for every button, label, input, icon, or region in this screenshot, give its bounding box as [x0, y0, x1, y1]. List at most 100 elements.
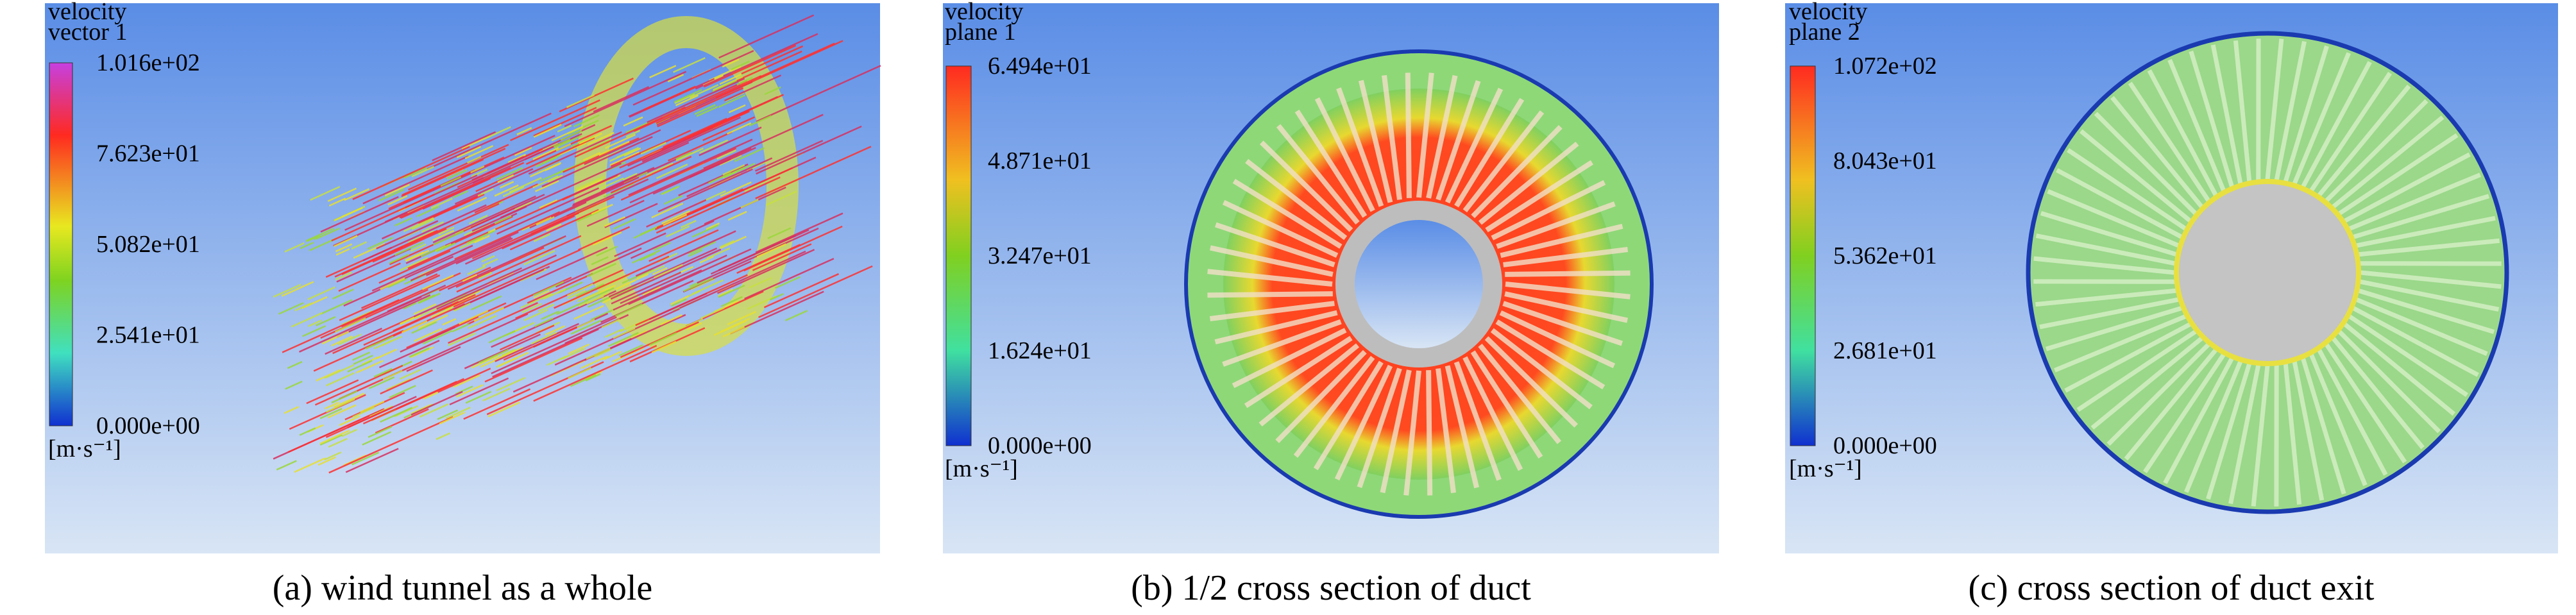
- vector-arrow: [616, 147, 640, 158]
- vector-arrow: [437, 409, 458, 420]
- vector-arrow: [465, 391, 492, 404]
- blade-wake: [1403, 370, 1421, 496]
- vector-arrow: [384, 183, 410, 197]
- vector-arrow: [335, 271, 352, 281]
- vector-arrow: [472, 141, 563, 184]
- vector-arrow: [389, 385, 416, 399]
- blade-wake: [1462, 110, 1545, 213]
- vector-arrow: [326, 398, 355, 413]
- vector-arrow: [633, 226, 657, 239]
- vector-arrow: [576, 178, 603, 192]
- blade-wake: [1462, 356, 1523, 471]
- vector-arrow: [538, 303, 555, 312]
- vector-arrow: [399, 257, 428, 271]
- vector-arrow: [491, 316, 617, 375]
- vector-arrow: [488, 330, 516, 344]
- vector-arrow: [755, 146, 872, 199]
- vector-arrow: [432, 131, 496, 162]
- vector-arrow: [620, 321, 699, 358]
- vector-arrow: [699, 255, 714, 264]
- vector-arrow: [324, 451, 342, 460]
- vector-arrow: [436, 432, 450, 441]
- vector-arrow: [746, 160, 767, 172]
- vector-arrow: [333, 392, 365, 409]
- vector-arrow: [314, 364, 403, 406]
- blade-wake: [2331, 337, 2425, 450]
- vector-arrow: [673, 57, 706, 73]
- blade-wake: [1222, 199, 1339, 258]
- blade-wake: [2325, 343, 2407, 464]
- vector-arrow: [580, 355, 608, 369]
- vector-arrow: [376, 348, 397, 359]
- legend-unit: [m·s⁻¹]: [945, 455, 1018, 482]
- vector-arrow: [722, 326, 745, 338]
- vector-arrow: [649, 332, 677, 346]
- vector-arrow: [663, 117, 727, 148]
- vector-arrow: [533, 290, 550, 299]
- vector-arrow: [561, 348, 586, 360]
- vector-arrow: [325, 372, 355, 387]
- vector-arrow: [299, 427, 316, 436]
- vector-arrow: [674, 88, 702, 103]
- vector-arrow: [335, 243, 353, 253]
- vector-arrow: [657, 87, 744, 128]
- vector-arrow: [523, 249, 555, 265]
- vector-arrow: [632, 49, 754, 106]
- vector-arrow: [749, 277, 772, 289]
- vector-arrow: [439, 411, 466, 425]
- vector-arrow: [588, 139, 611, 151]
- blade-wake: [2325, 99, 2428, 203]
- vector-arrow: [520, 292, 553, 309]
- vector-arrow: [400, 162, 525, 219]
- vector-arrow: [285, 380, 303, 390]
- vector-arrow: [387, 195, 408, 206]
- vector-arrow: [722, 164, 745, 176]
- vector-arrow: [368, 376, 395, 389]
- blade-wake: [1259, 140, 1353, 232]
- vector-arrow: [541, 310, 560, 321]
- blade-wake: [1293, 355, 1375, 458]
- vector-arrow: [438, 226, 455, 235]
- vector-arrow: [471, 156, 525, 181]
- vector-arrow: [718, 235, 797, 271]
- vector-arrow: [456, 146, 482, 158]
- vector-arrow: [554, 135, 582, 149]
- vector-arrow: [482, 258, 498, 267]
- vector-arrow: [459, 310, 489, 325]
- vector-arrow: [475, 137, 595, 192]
- vector-arrow: [596, 246, 618, 257]
- vector-arrow: [484, 337, 583, 383]
- vector-arrow: [620, 147, 737, 201]
- blade-wake: [1336, 87, 1384, 207]
- vector-arrow: [401, 320, 428, 333]
- vector-arrow: [727, 210, 747, 221]
- vector-arrow: [722, 58, 740, 68]
- blade-wake: [2338, 133, 2459, 215]
- blade-wake: [2343, 322, 2456, 416]
- vector-arrow: [576, 176, 604, 190]
- blade-wake: [2035, 288, 2177, 307]
- vector-arrow: [380, 369, 433, 395]
- vector-arrow: [765, 190, 797, 206]
- vector-arrow: [586, 199, 645, 227]
- vector-arrow: [497, 351, 529, 367]
- vector-arrow: [380, 407, 413, 423]
- vector-arrow: [313, 330, 404, 372]
- vector-arrow: [719, 73, 742, 85]
- vector-arrow: [420, 244, 446, 258]
- blade-wake: [1505, 270, 1631, 277]
- vector-arrow: [532, 175, 559, 189]
- vector-arrow: [643, 85, 697, 111]
- vector-arrow: [734, 147, 765, 162]
- vector-arrow: [736, 244, 801, 274]
- vector-arrow: [724, 74, 782, 102]
- colorbar-tick-label: 0.000e+00: [1833, 432, 1937, 459]
- vector-arrow: [362, 204, 487, 262]
- blade-wake: [1275, 350, 1367, 444]
- vector-arrow: [320, 196, 399, 233]
- vector-arrow: [499, 324, 555, 351]
- vector-arrow: [601, 318, 620, 328]
- vector-arrow: [723, 162, 756, 179]
- blade-wake: [1471, 124, 1563, 219]
- vector-arrow: [740, 199, 759, 208]
